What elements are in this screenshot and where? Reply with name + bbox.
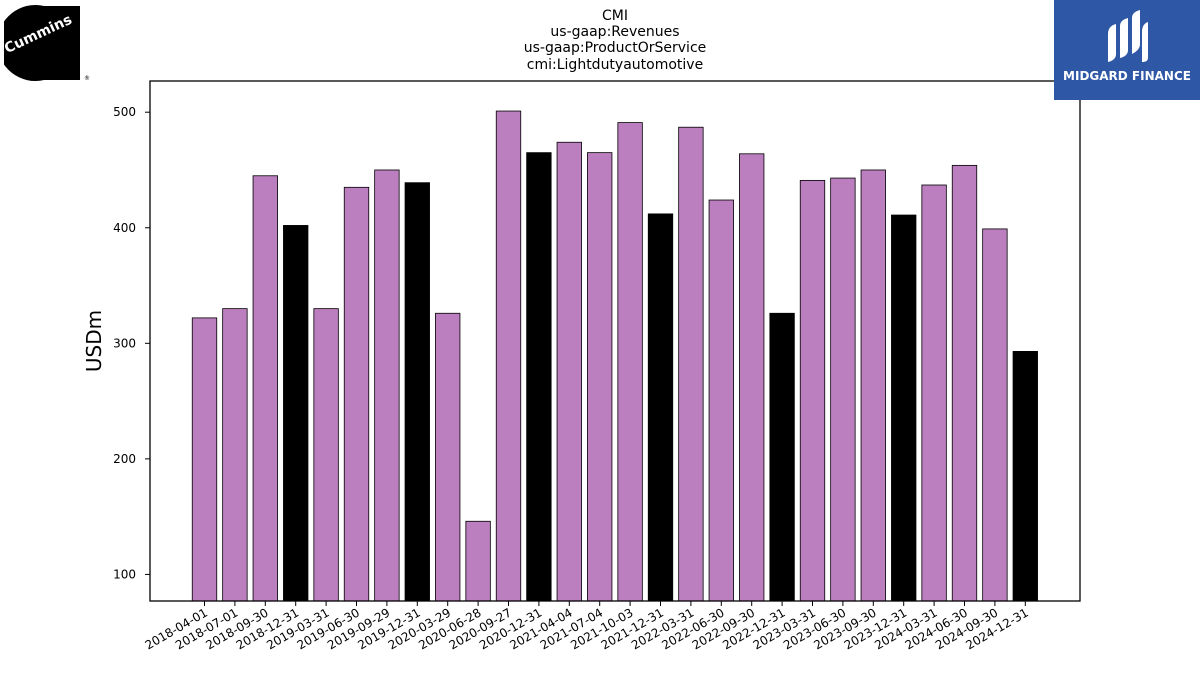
bar-2021-04-04 — [556, 141, 582, 602]
svg-text:®: ® — [84, 75, 90, 82]
midgard-finance-logo: MIDGARD FINANCE — [1054, 0, 1200, 100]
bar-2019-12-31 — [404, 182, 430, 602]
chart-title-line-4: cmi:Lightdutyautomotive — [527, 57, 703, 73]
chart-title: CMI us-gaap:Revenues us-gaap:ProductOrSe… — [524, 8, 707, 73]
bar-2023-06-30 — [830, 177, 856, 602]
bar-2024-03-31 — [921, 184, 947, 602]
bar-2020-09-27 — [495, 110, 522, 602]
bar-2024-09-30 — [982, 228, 1008, 602]
chart-title-line-1: CMI — [602, 8, 628, 24]
y-tick-label: 400 — [113, 221, 136, 235]
y-axis: 100 200 300 400 500 — [113, 105, 150, 581]
bar-2020-06-28 — [465, 520, 491, 602]
bar-2018-04-01 — [191, 317, 218, 602]
bar-2021-12-31 — [647, 213, 674, 602]
chart-title-line-2: us-gaap:Revenues — [550, 24, 679, 40]
bar-2019-03-31 — [313, 308, 339, 602]
midgard-logo-text: MIDGARD FINANCE — [1063, 69, 1191, 83]
bar-2019-06-30 — [343, 186, 370, 602]
bar-2018-09-30 — [252, 175, 278, 602]
bar-2021-07-04 — [587, 152, 613, 602]
bar-2018-07-01 — [222, 308, 248, 602]
midgard-mark-icon — [1108, 10, 1148, 62]
y-tick-label: 500 — [113, 105, 136, 119]
plot-frame — [149, 80, 1081, 602]
bar-2021-10-03 — [617, 122, 643, 602]
y-axis-label: USDm — [82, 310, 106, 372]
y-tick-label: 100 — [113, 567, 136, 581]
bars-group — [191, 110, 1038, 602]
bar-2022-06-30 — [708, 199, 734, 602]
bar-2023-03-31 — [799, 179, 826, 602]
y-tick-label: 300 — [113, 336, 136, 350]
bar-2022-03-31 — [678, 126, 704, 602]
x-axis: 2018-04-012018-07-012018-09-302018-12-31… — [143, 601, 1031, 652]
chart-title-line-3: us-gaap:ProductOrService — [524, 40, 707, 56]
cummins-logo-mark: Cummins ® — [0, 5, 90, 82]
bar-2022-12-31 — [769, 312, 795, 602]
bar-2020-12-31 — [526, 152, 552, 602]
bar-2023-09-30 — [860, 169, 886, 602]
y-tick-label: 200 — [113, 452, 136, 466]
bar-2022-09-30 — [739, 153, 765, 602]
bar-2024-12-31 — [1012, 350, 1038, 602]
bar-2019-09-29 — [374, 169, 400, 602]
bar-2020-03-29 — [435, 312, 461, 602]
bar-2024-06-30 — [951, 164, 978, 602]
bar-2023-12-31 — [891, 214, 917, 602]
bar-2018-12-31 — [283, 225, 309, 602]
cummins-logo: Cummins ® — [0, 4, 90, 84]
